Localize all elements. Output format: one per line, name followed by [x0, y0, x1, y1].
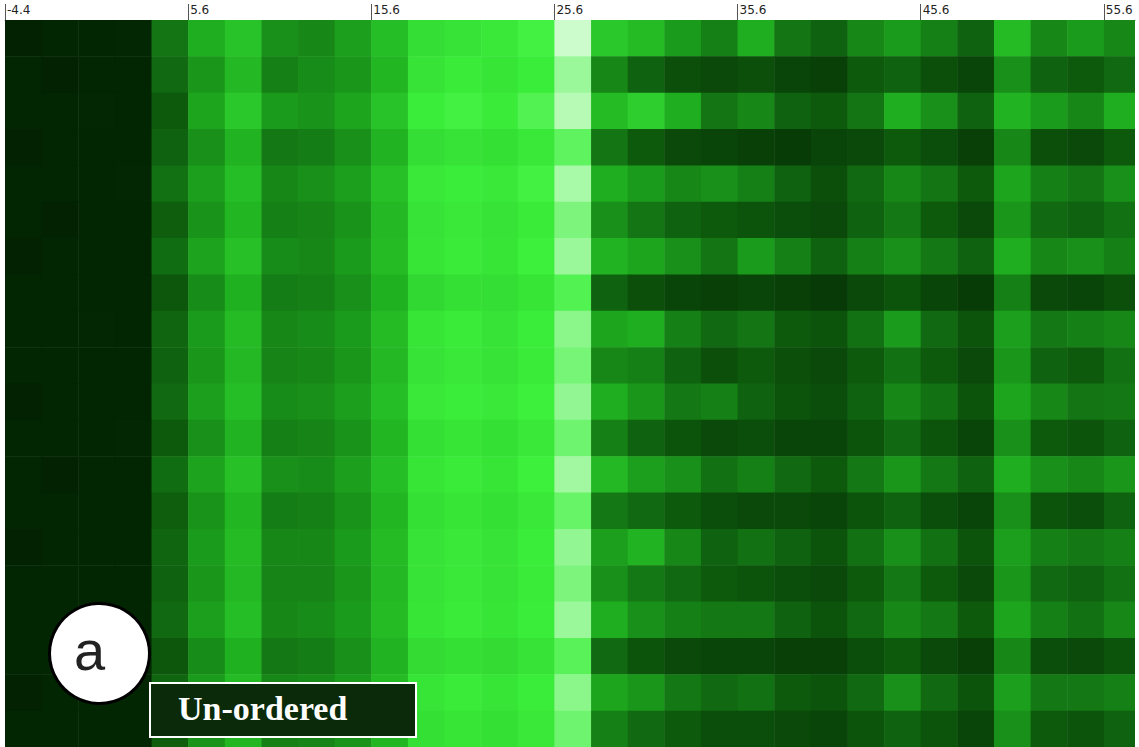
svg-text:25.6: 25.6 [556, 3, 583, 17]
svg-text:-4.4: -4.4 [7, 3, 30, 17]
svg-text:a: a [74, 619, 106, 682]
svg-text:35.6: 35.6 [740, 3, 767, 17]
svg-text:45.6: 45.6 [923, 3, 950, 17]
svg-text:Un-ordered: Un-ordered [178, 690, 347, 727]
svg-text:5.6: 5.6 [190, 3, 209, 17]
svg-text:15.6: 15.6 [373, 3, 400, 17]
svg-text:55.6: 55.6 [1106, 3, 1133, 17]
